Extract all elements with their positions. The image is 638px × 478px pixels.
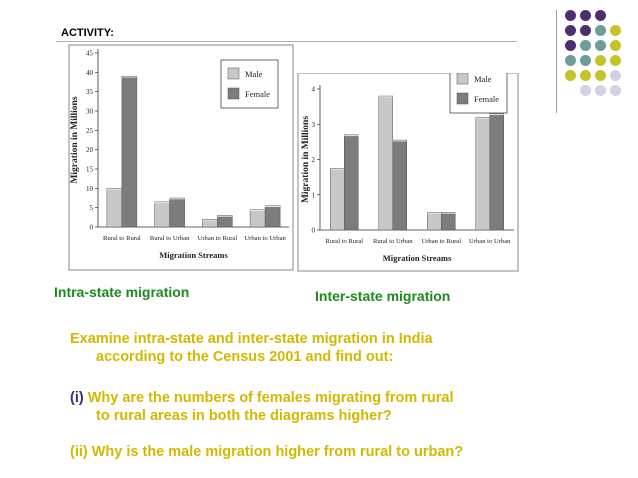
- bar-female: [121, 75, 138, 228]
- bar-female: [169, 197, 185, 228]
- x-tick-label: Urban to Urban: [244, 235, 286, 242]
- y-axis-label: Migration in Millions: [301, 116, 311, 203]
- y-tick-label: 25: [86, 127, 94, 135]
- x-tick-label: Rural to Rural: [325, 238, 363, 245]
- x-tick-label: Urban to Rural: [198, 235, 238, 242]
- y-tick-label: 4: [312, 86, 316, 94]
- decorative-dot: [565, 70, 576, 81]
- intra-state-caption: Intra-state migration: [54, 284, 190, 300]
- bar-female: [392, 139, 407, 231]
- bar-female: [264, 205, 281, 228]
- bar-male: [427, 212, 442, 231]
- y-tick-label: 30: [86, 108, 94, 116]
- y-tick-label: 3: [312, 121, 316, 129]
- decorative-dot: [610, 40, 621, 51]
- x-axis-label: Migration Streams: [383, 253, 452, 263]
- y-tick-label: 2: [312, 156, 316, 164]
- y-tick-label: 5: [90, 204, 94, 212]
- decorative-dot: [610, 55, 621, 66]
- question-1-line1: (i) Why are the numbers of females migra…: [70, 390, 454, 406]
- x-tick-label: Urban to Rural: [421, 238, 461, 245]
- decorative-dot: [565, 40, 576, 51]
- decorative-dot: [595, 70, 606, 81]
- y-tick-label: 0: [90, 224, 94, 232]
- decorative-dot: [565, 55, 576, 66]
- decorative-dot: [565, 25, 576, 36]
- decorative-dot: [595, 10, 606, 21]
- decorative-dot: [580, 55, 591, 66]
- y-tick-label: 45: [86, 50, 94, 58]
- bar-male: [249, 209, 266, 228]
- y-tick-label: 35: [86, 88, 94, 96]
- y-tick-label: 20: [86, 146, 94, 154]
- decorative-dot: [580, 40, 591, 51]
- inter-state-caption: Inter-state migration: [315, 288, 451, 304]
- legend-label: Female: [474, 94, 499, 104]
- divider: [56, 41, 517, 42]
- legend-swatch: [456, 92, 469, 105]
- legend-label: Female: [245, 89, 270, 99]
- legend-label: Male: [245, 69, 263, 79]
- y-tick-label: 15: [86, 166, 94, 174]
- x-tick-label: Urban to Urban: [469, 238, 511, 245]
- question-1-line2: to rural areas in both the diagrams high…: [96, 408, 392, 424]
- x-axis-label: Migration Streams: [159, 250, 228, 260]
- decorative-dot: [595, 25, 606, 36]
- y-tick-label: 1: [312, 191, 316, 199]
- y-tick-label: 40: [86, 69, 94, 77]
- y-axis-label: Migration in Millions: [70, 96, 80, 183]
- decorative-dot: [580, 25, 591, 36]
- inter-state-chart: 0 1 2 3 4 Migration in Millions Rural to Rural…: [297, 73, 519, 272]
- legend-swatch: [227, 87, 240, 100]
- bar-male: [154, 201, 170, 228]
- question-2: (ii) Why is the male migration higher fr…: [70, 444, 464, 460]
- x-tick-label: Rural to Urban: [373, 238, 413, 245]
- y-tick-label: 0: [312, 227, 316, 235]
- legend-label: Male: [474, 74, 492, 84]
- decorative-dot: [610, 70, 621, 81]
- decorative-dot: [610, 25, 621, 36]
- divider: [556, 10, 557, 113]
- decorative-dot: [580, 70, 591, 81]
- x-tick-label: Rural to Urban: [150, 235, 190, 242]
- bar-male: [106, 188, 123, 228]
- decorative-dot: [610, 85, 621, 96]
- legend-box: [220, 59, 279, 109]
- activity-label: ACTIVITY:: [61, 27, 114, 39]
- bar-female: [344, 134, 359, 231]
- question-1-text: Why are the numbers of females migrating…: [83, 390, 454, 406]
- bar-male: [378, 95, 393, 231]
- bar-female: [489, 113, 504, 231]
- bar-female: [217, 215, 233, 228]
- bar-male: [475, 116, 490, 231]
- question-1-number: (i): [70, 390, 84, 406]
- decorative-dot: [565, 10, 576, 21]
- legend-swatch: [456, 73, 469, 85]
- legend-swatch: [227, 67, 240, 80]
- bar-female: [441, 212, 456, 231]
- question-intro-line2: according to the Census 2001 and find ou…: [96, 349, 394, 365]
- decorative-dot: [580, 85, 591, 96]
- decorative-dot: [595, 40, 606, 51]
- intra-state-chart: 0 5 10 15 20 25 30 35 40 45 Migration in Millions R…: [68, 44, 294, 271]
- y-tick-label: 10: [86, 185, 94, 193]
- decorative-dot: [595, 85, 606, 96]
- decorative-dot: [580, 10, 591, 21]
- x-tick-label: Rural to Rural: [103, 235, 141, 242]
- decorative-dot: [595, 55, 606, 66]
- question-intro-line1: Examine intra-state and inter-state migr…: [70, 331, 433, 347]
- bar-male: [330, 168, 345, 231]
